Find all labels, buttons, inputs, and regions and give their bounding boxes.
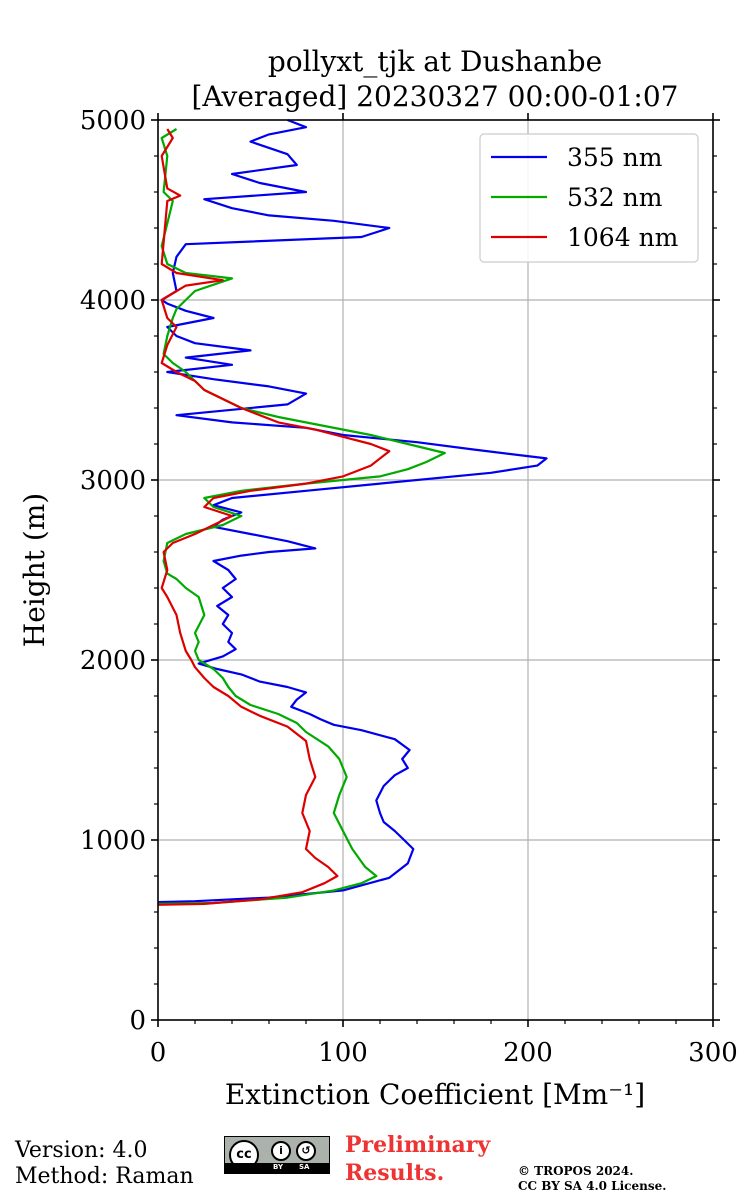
legend-label: 532 nm bbox=[567, 183, 663, 212]
cc-badge-band: BY SA bbox=[225, 1163, 329, 1173]
method-text: Method: Raman bbox=[15, 1164, 194, 1189]
x-tick-label: 100 bbox=[318, 1038, 368, 1068]
y-tick-label: 2000 bbox=[80, 646, 146, 676]
x-tick-label: 300 bbox=[688, 1038, 738, 1068]
chart-title-line-1: pollyxt_tjk at Dushanbe bbox=[268, 45, 602, 78]
y-tick-label: 3000 bbox=[80, 466, 146, 496]
y-tick-label: 1000 bbox=[80, 826, 146, 856]
cc-sa-label: SA bbox=[299, 1163, 310, 1171]
series-lines bbox=[157, 118, 548, 906]
legend-label: 1064 nm bbox=[567, 223, 679, 252]
attribution-icon: i bbox=[271, 1141, 291, 1161]
cc-by-label: BY bbox=[273, 1163, 284, 1171]
copyright-line-2: CC BY SA 4.0 License. bbox=[518, 1179, 667, 1193]
legend-label: 355 nm bbox=[567, 143, 663, 172]
y-tick-label: 4000 bbox=[80, 286, 146, 316]
extinction-profile-chart: pollyxt_tjk at Dushanbe [Averaged] 20230… bbox=[18, 45, 738, 1111]
chart-title-line-2: [Averaged] 20230327 00:00-01:07 bbox=[192, 80, 679, 113]
legend-box bbox=[479, 133, 699, 263]
y-axis-label: Height (m) bbox=[18, 493, 51, 647]
x-axis-label: Extinction Coefficient [Mm⁻¹] bbox=[225, 1078, 645, 1111]
share-alike-icon: ↺ bbox=[296, 1141, 316, 1161]
preliminary-line-1: Preliminary bbox=[345, 1132, 491, 1158]
cc-license-badge: cc i ↺ BY SA bbox=[224, 1136, 330, 1174]
cc-logo-text: cc bbox=[236, 1147, 252, 1162]
series-line-532-nm bbox=[157, 128, 446, 905]
y-tick-label: 5000 bbox=[80, 106, 146, 136]
grid-lines bbox=[158, 120, 713, 1020]
x-tick-label: 200 bbox=[503, 1038, 553, 1068]
footer-info: Version: 4.0 Method: Raman bbox=[15, 1138, 194, 1190]
copyright-line-1: © TROPOS 2024. bbox=[518, 1164, 634, 1178]
plot-frame bbox=[157, 119, 714, 1021]
version-text: Version: 4.0 bbox=[15, 1138, 148, 1163]
legend: 355 nm 532 nm 1064 nm bbox=[479, 133, 699, 263]
y-tick-label: 0 bbox=[129, 1006, 146, 1036]
x-tick-label: 0 bbox=[150, 1038, 167, 1068]
preliminary-results-note: Preliminary Results. bbox=[345, 1131, 490, 1187]
series-line-1064-nm bbox=[157, 128, 391, 906]
copyright-note: © TROPOS 2024. CC BY SA 4.0 License. bbox=[518, 1164, 666, 1194]
preliminary-line-2: Results. bbox=[345, 1160, 445, 1186]
